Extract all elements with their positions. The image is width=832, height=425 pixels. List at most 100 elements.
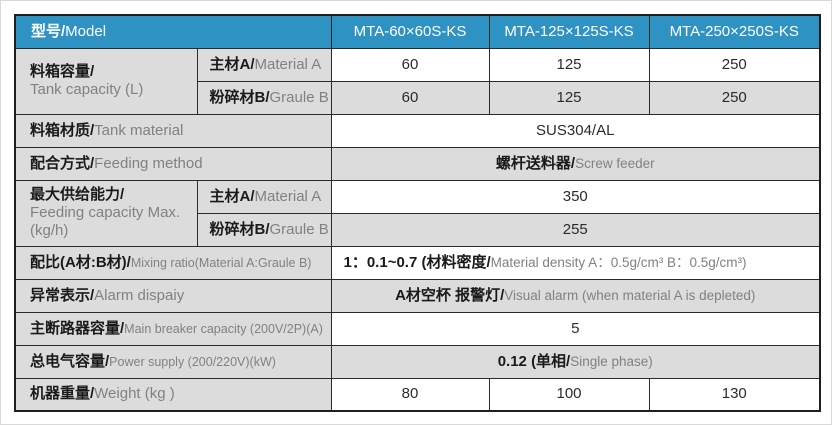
material-a-zh: 主材A/	[209, 55, 255, 73]
spec-table: 型号/Model MTA-60×60S-KS MTA-125×125S-KS M…	[14, 14, 821, 412]
row-weight: 机器重量/Weight (kg ) 80 100 130	[14, 377, 821, 412]
row-alarm-display: 异常表示/Alarm dispaiy A材空杯 报警灯/Visual alarm…	[14, 278, 821, 313]
tank-capacity-b-250: 250	[721, 88, 747, 106]
sublabel-graule-b: 粉碎材B/Graule B	[196, 212, 332, 247]
sublabel-graule-b: 粉碎材B/Graule B	[196, 80, 332, 115]
row-tank-capacity-a: 料箱容量/ Tank capacity (L) 主材A/Material A 6…	[14, 47, 821, 115]
weight-80: 80	[401, 385, 419, 403]
alarm-value-zh: A材空杯 报警灯/	[395, 286, 505, 304]
label-power-supply: 总电气容量/Power supply (200/220V)(kW)	[14, 344, 332, 379]
feeding-capacity-a-value: 350	[562, 187, 588, 205]
feeding-method-value-zh: 螺杆送料器/	[495, 154, 576, 172]
value-cell: 125	[488, 47, 650, 82]
label-breaker-capacity: 主断路器容量/Main breaker capacity (200V/2P)(A…	[14, 311, 332, 346]
value-cell: 130	[648, 377, 821, 412]
alarm-zh: 异常表示/	[30, 286, 95, 304]
label-tank-material: 料箱材质/Tank material	[14, 113, 332, 148]
value-cell: SUS304/AL	[330, 113, 821, 148]
sublabel-material-a: 主材A/Material A	[196, 179, 332, 214]
feeding-capacity-en1: Feeding capacity Max.	[30, 204, 181, 222]
model-name-cell-2: MTA-125×125S-KS	[488, 14, 650, 49]
alarm-en: Alarm dispaiy	[94, 286, 185, 304]
feeding-capacity-en2: (kg/h)	[30, 221, 69, 239]
tank-capacity-b-125: 125	[556, 88, 582, 106]
row-mixing-ratio: 配比(A材:B材)/Mixing ratio(Material A:Graule…	[14, 245, 821, 280]
power-value-zh: 0.12 (单相/	[497, 352, 571, 370]
feeding-method-zh: 配合方式/	[30, 154, 95, 172]
graule-b-zh: 粉碎材B/	[209, 220, 270, 238]
model-header-cell: 型号/Model	[14, 14, 332, 49]
feeding-capacity-zh: 最大供给能力/	[30, 186, 125, 204]
value-cell: 1：0.1~0.7 (材料密度/Material density A：0.5g/…	[330, 245, 821, 280]
mixing-ratio-value-zh: 1：0.1~0.7 (材料密度/	[343, 253, 491, 271]
value-cell: 60	[330, 80, 490, 115]
row-tank-material: 料箱材质/Tank material SUS304/AL	[14, 113, 821, 148]
power-zh: 总电气容量/	[30, 352, 110, 370]
value-cell: 5	[330, 311, 821, 346]
label-feeding-method: 配合方式/Feeding method	[14, 146, 332, 181]
tank-capacity-zh: 料箱容量/	[30, 63, 95, 81]
weight-zh: 机器重量/	[30, 385, 95, 403]
value-cell: 螺杆送料器/Screw feeder	[330, 146, 821, 181]
row-power-supply: 总电气容量/Power supply (200/220V)(kW) 0.12 (…	[14, 344, 821, 379]
model-name-2: MTA-125×125S-KS	[504, 22, 634, 40]
graule-b-en: Graule B	[269, 220, 329, 238]
label-tank-capacity: 料箱容量/ Tank capacity (L)	[14, 47, 198, 115]
tank-capacity-en: Tank capacity (L)	[30, 81, 144, 98]
value-cell: A材空杯 报警灯/Visual alarm (when material A i…	[330, 278, 821, 313]
tank-material-value: SUS304/AL	[536, 121, 615, 139]
feeding-method-en: Feeding method	[94, 154, 203, 172]
sublabel-material-a: 主材A/Material A	[196, 47, 332, 82]
breaker-zh: 主断路器容量/	[30, 319, 125, 337]
model-header-zh: 型号/	[31, 22, 66, 40]
model-header-en: Model	[65, 22, 107, 40]
tank-material-en: Tank material	[94, 121, 184, 139]
model-name-3: MTA-250×250S-KS	[669, 22, 799, 40]
breaker-value: 5	[571, 319, 580, 337]
tank-capacity-b-60: 60	[401, 88, 419, 106]
feeding-method-value-en: Screw feeder	[575, 155, 655, 171]
row-feeding-method: 配合方式/Feeding method 螺杆送料器/Screw feeder	[14, 146, 821, 181]
tank-capacity-a-250: 250	[721, 55, 747, 73]
tank-material-zh: 料箱材质/	[30, 121, 95, 139]
mixing-ratio-zh: 配比(A材:B材)/	[30, 253, 131, 271]
value-cell: 125	[488, 80, 650, 115]
graule-b-en: Graule B	[269, 88, 329, 106]
material-a-en: Material A	[254, 187, 322, 205]
model-name-cell-3: MTA-250×250S-KS	[648, 14, 821, 49]
feeding-capacity-b-value: 255	[562, 220, 588, 238]
mixing-ratio-en: Mixing ratio(Material A:Graule B)	[130, 255, 312, 270]
value-cell: 250	[648, 80, 821, 115]
label-feeding-capacity: 最大供给能力/ Feeding capacity Max. (kg/h)	[14, 179, 198, 247]
material-a-en: Material A	[254, 55, 322, 73]
value-cell: 0.12 (单相/Single phase)	[330, 344, 821, 379]
model-name-cell-1: MTA-60×60S-KS	[330, 14, 490, 49]
header-row: 型号/Model MTA-60×60S-KS MTA-125×125S-KS M…	[14, 14, 821, 49]
alarm-value-en: Visual alarm (when material A is deplete…	[504, 287, 756, 303]
label-alarm-display: 异常表示/Alarm dispaiy	[14, 278, 332, 313]
value-cell: 255	[330, 212, 821, 247]
value-cell: 350	[330, 179, 821, 214]
value-cell: 60	[330, 47, 490, 82]
tank-capacity-a-125: 125	[556, 55, 582, 73]
weight-130: 130	[721, 385, 747, 403]
label-mixing-ratio: 配比(A材:B材)/Mixing ratio(Material A:Graule…	[14, 245, 332, 280]
label-weight: 机器重量/Weight (kg )	[14, 377, 332, 412]
graule-b-zh: 粉碎材B/	[209, 88, 270, 106]
breaker-en: Main breaker capacity (200V/2P)(A)	[124, 321, 323, 336]
power-value-en: Single phase)	[570, 353, 653, 369]
tank-capacity-a-60: 60	[401, 55, 419, 73]
model-name-1: MTA-60×60S-KS	[353, 22, 467, 40]
row-feeding-capacity-a: 最大供给能力/ Feeding capacity Max. (kg/h) 主材A…	[14, 179, 821, 247]
power-en: Power supply (200/220V)(kW)	[109, 354, 276, 369]
row-tank-capacity-b: 粉碎材B/Graule B 60 125 250	[15, 80, 821, 115]
row-feeding-capacity-b: 粉碎材B/Graule B 255	[15, 212, 821, 247]
weight-en: Weight (kg )	[94, 385, 175, 403]
row-breaker-capacity: 主断路器容量/Main breaker capacity (200V/2P)(A…	[14, 311, 821, 346]
weight-100: 100	[556, 385, 582, 403]
value-cell: 250	[648, 47, 821, 82]
value-cell: 80	[330, 377, 490, 412]
mixing-ratio-value-en: Material density A：0.5g/cm³ B：0.5g/cm³)	[490, 254, 747, 270]
material-a-zh: 主材A/	[209, 187, 255, 205]
value-cell: 100	[488, 377, 650, 412]
